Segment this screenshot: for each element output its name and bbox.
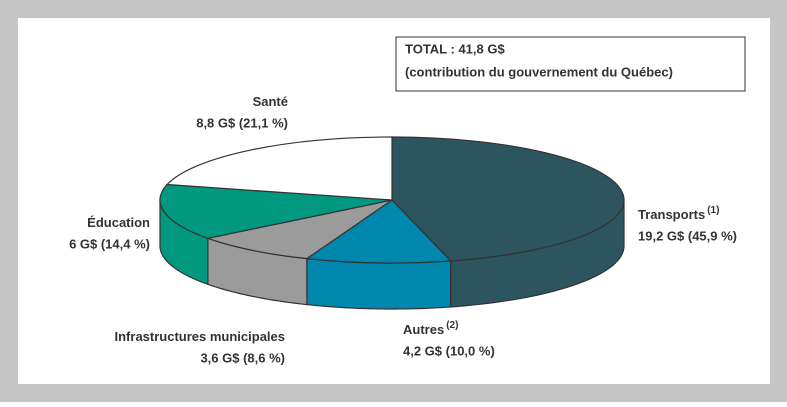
footnote-mark: (1) [707, 205, 719, 216]
slice-label: Éducation [87, 215, 150, 230]
slice [305, 199, 452, 264]
category-name: Autres [403, 322, 444, 337]
slice-label: Transports (1) [638, 205, 719, 223]
category-name: Santé [253, 94, 288, 109]
category-name: Transports [638, 207, 705, 222]
slice [205, 199, 393, 260]
slice-side [306, 257, 452, 310]
value-label: 6 G$ (14,4 %) [69, 236, 150, 251]
value-label: 8,8 G$ (21,1 %) [196, 115, 288, 130]
slice [391, 136, 625, 262]
value-label: 3,6 G$ (8,6 %) [200, 350, 285, 365]
pie [159, 136, 625, 310]
slice-label: Santé [253, 94, 288, 109]
category-name: Éducation [87, 215, 150, 230]
footnote-mark: (2) [446, 320, 458, 331]
slice-label: Autres (2) [403, 320, 458, 338]
chart-title: TOTAL : 41,8 G$ [405, 41, 505, 56]
value-label: 4,2 G$ (10,0 %) [403, 343, 495, 358]
slice [159, 183, 393, 239]
slice-label: Infrastructures municipales [115, 329, 286, 344]
labels: Transports (1) 19,2 G$ (45,9 %) Autres (2) 4,… [69, 94, 737, 365]
value-label: 19,2 G$ (45,9 %) [638, 228, 737, 243]
category-name: Infrastructures municipales [115, 329, 286, 344]
total-box [395, 36, 746, 92]
slice [165, 136, 393, 201]
chart-subtitle: (contribution du gouvernement du Québec) [405, 64, 673, 79]
